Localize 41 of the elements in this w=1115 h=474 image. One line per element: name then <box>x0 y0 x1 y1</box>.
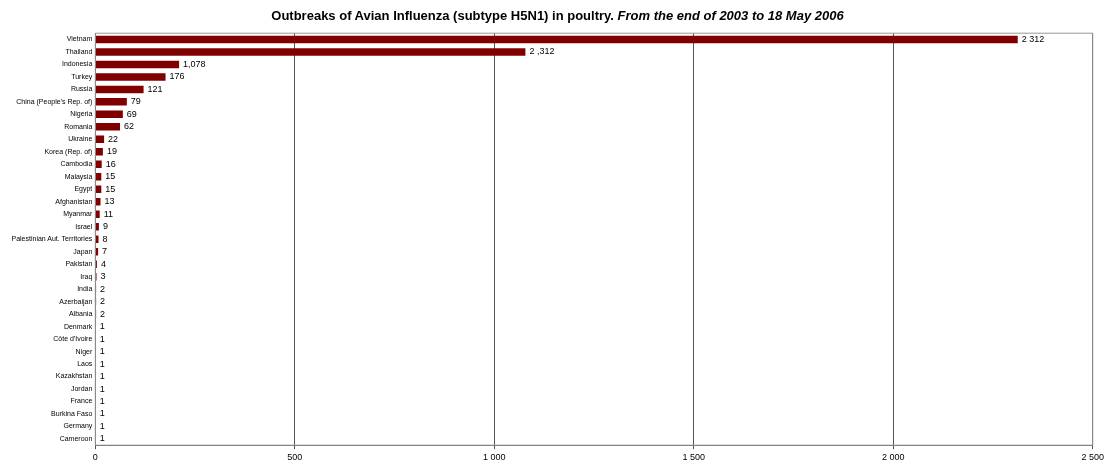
data-label: 2 312 <box>1021 33 1045 44</box>
data-label: 4 <box>100 258 106 269</box>
annotation: 1,078 <box>183 58 206 69</box>
data-label: 176 <box>169 71 185 82</box>
data-label: 121 <box>147 83 163 94</box>
x-tick-label: 500 <box>287 452 303 463</box>
data-label: 7 <box>102 246 108 257</box>
x-tick-label: 1 000 <box>483 452 506 463</box>
data-label: 16 <box>105 158 116 169</box>
data-label: 8 <box>102 233 108 244</box>
data-label: 11 <box>103 208 114 219</box>
data-label: 3 <box>100 271 106 282</box>
data-label: 1 <box>99 395 105 406</box>
data-label: 1 <box>99 433 105 444</box>
data-label: 1 <box>99 383 105 394</box>
data-label: 13 <box>104 196 115 207</box>
data-label: 1 <box>99 333 105 344</box>
chart-subtitle: From the end of 2003 to 18 May 2006 <box>617 8 844 23</box>
data-label: 2 <box>100 308 106 319</box>
data-label: 1 <box>99 371 105 382</box>
data-label: 22 <box>108 133 119 144</box>
data-label: 1 <box>99 321 105 332</box>
x-tick-label: 0 <box>92 452 98 463</box>
data-label: 9 <box>102 221 108 232</box>
annotation: 2 ,312 <box>529 46 555 57</box>
x-tick-label: 1 500 <box>682 452 706 463</box>
x-tick-label: 2 000 <box>881 452 905 463</box>
data-label: 1 <box>99 358 105 369</box>
data-label: 15 <box>105 171 116 182</box>
data-label: 1 <box>99 420 105 431</box>
data-label: 69 <box>126 108 137 119</box>
chart-title: Outbreaks of Avian Influenza (subtype H5N1) in poultry. <box>271 8 614 23</box>
data-label: 1 <box>99 408 105 419</box>
data-label: 79 <box>130 96 141 107</box>
data-label: 1 <box>99 346 105 357</box>
x-tick-label: 2 500 <box>1081 452 1104 463</box>
data-label: 2 <box>100 296 106 307</box>
data-label: 62 <box>124 121 135 132</box>
data-label: 15 <box>105 183 116 194</box>
data-label: 19 <box>106 146 117 157</box>
data-label: 2 <box>100 283 106 294</box>
